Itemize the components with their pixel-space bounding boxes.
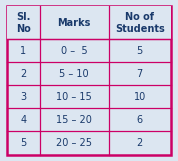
Text: 4: 4 [20, 115, 27, 125]
Text: No of
Students: No of Students [115, 12, 165, 34]
Text: Marks: Marks [57, 18, 91, 28]
Text: 2: 2 [137, 138, 143, 148]
Text: 3: 3 [20, 92, 27, 102]
Text: 5: 5 [20, 138, 27, 148]
Bar [7, 6, 171, 39]
Text: 2: 2 [20, 69, 27, 79]
Text: 10 – 15: 10 – 15 [56, 92, 92, 102]
Text: 20 – 25: 20 – 25 [56, 138, 92, 148]
Text: 10: 10 [134, 92, 146, 102]
Text: Sl.
No: Sl. No [16, 12, 31, 34]
Text: 7: 7 [137, 69, 143, 79]
Text: 1: 1 [20, 46, 27, 56]
Text: 15 – 20: 15 – 20 [56, 115, 92, 125]
Text: 0 –  5: 0 – 5 [61, 46, 88, 56]
Text: 6: 6 [137, 115, 143, 125]
Text: 5: 5 [137, 46, 143, 56]
Text: 5 – 10: 5 – 10 [59, 69, 89, 79]
